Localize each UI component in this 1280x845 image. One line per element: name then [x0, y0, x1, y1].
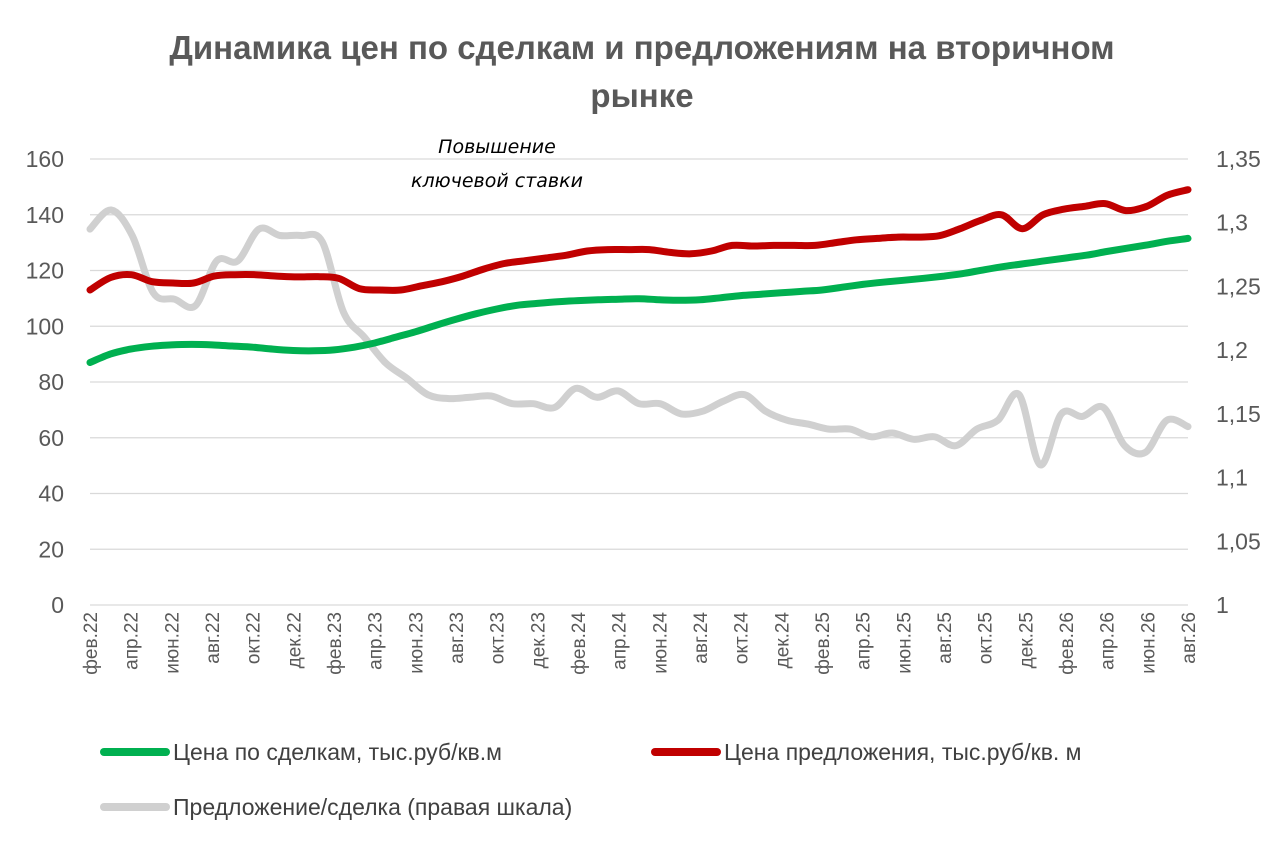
y-left-tick-label: 100 [26, 313, 64, 339]
x-tick-label: фев.23 [325, 612, 346, 675]
series-lines [86, 186, 1192, 469]
y-left-tick-label: 20 [38, 536, 64, 562]
y-left-tick-label: 0 [51, 592, 64, 618]
x-tick-label: июн.22 [162, 612, 183, 674]
x-tick-label: апр.24 [610, 612, 631, 670]
x-tick-label: авг.24 [691, 612, 712, 664]
y-left-tick-label: 120 [26, 258, 64, 284]
x-tick-label: авг.25 [935, 612, 956, 664]
x-tick-label: авг.26 [1179, 612, 1200, 664]
legend-label-deal-price: Цена по сделкам, тыс.руб/кв.м [173, 739, 502, 765]
x-tick-label: апр.25 [854, 612, 875, 670]
annotation-line-2: ключевой ставки [411, 170, 583, 192]
x-tick-label: апр.22 [122, 612, 143, 670]
x-tick-label: июн.24 [650, 612, 671, 674]
x-tick-label: фев.22 [81, 612, 102, 675]
x-tick-label: дек.25 [1016, 612, 1037, 668]
y-left-tick-labels: 0 20 40 60 80 100 120 140 160 [26, 146, 64, 618]
x-tick-label: июн.23 [406, 612, 427, 674]
legend-label-ratio: Предложение/сделка (правая шкала) [173, 794, 572, 820]
x-tick-label: окт.25 [976, 612, 997, 664]
x-tick-label: июн.26 [1138, 612, 1159, 674]
x-tick-label: фев.24 [569, 612, 590, 675]
offer-price-line [86, 186, 1192, 294]
gridlines [90, 158, 1188, 606]
chart-title-line-2: рынке [590, 77, 693, 114]
y-right-tick-label: 1 [1216, 592, 1229, 618]
y-right-tick-label: 1,15 [1216, 401, 1261, 427]
y-left-tick-label: 80 [38, 369, 64, 395]
x-tick-label: фев.26 [1057, 612, 1078, 675]
x-tick-label: дек.22 [284, 612, 305, 668]
y-left-tick-label: 40 [38, 481, 64, 507]
y-left-tick-label: 160 [26, 146, 64, 172]
y-right-tick-label: 1,3 [1216, 210, 1248, 236]
y-left-tick-label: 140 [26, 202, 64, 228]
y-left-tick-label: 60 [38, 425, 64, 451]
legend: Цена по сделкам, тыс.руб/кв.м Цена предл… [100, 739, 1082, 820]
y-right-tick-labels: 1 1,05 1,1 1,15 1,2 1,25 1,3 1,35 [1216, 146, 1261, 618]
x-tick-label: авг.23 [447, 612, 468, 664]
x-tick-label: июн.25 [894, 612, 915, 674]
chart-title-line-1: Динамика цен по сделкам и предложениям н… [169, 29, 1114, 66]
y-right-tick-label: 1,25 [1216, 273, 1261, 299]
y-right-tick-label: 1,35 [1216, 146, 1261, 172]
legend-label-offer-price: Цена предложения, тыс.руб/кв. м [724, 739, 1082, 765]
x-tick-label: дек.23 [528, 612, 549, 668]
x-tick-label: фев.25 [813, 612, 834, 675]
x-tick-labels: фев.22 апр.22 июн.22 авг.22 окт.22 дек.22 фев.… [81, 612, 1200, 675]
y-right-tick-label: 1,2 [1216, 337, 1248, 363]
x-tick-label: окт.24 [732, 612, 753, 665]
x-tick-label: апр.26 [1098, 612, 1119, 670]
offer-deal-ratio-line [86, 206, 1192, 469]
deal-price-line [86, 234, 1192, 366]
x-tick-label: апр.23 [366, 612, 387, 670]
x-tick-label: окт.23 [488, 612, 509, 664]
x-tick-label: дек.24 [772, 612, 793, 669]
y-right-tick-label: 1,1 [1216, 465, 1248, 491]
x-tick-label: окт.22 [244, 612, 265, 664]
x-tick-label: авг.22 [203, 612, 224, 664]
y-right-tick-label: 1,05 [1216, 528, 1261, 554]
annotation-line-1: Повышение [438, 136, 556, 158]
